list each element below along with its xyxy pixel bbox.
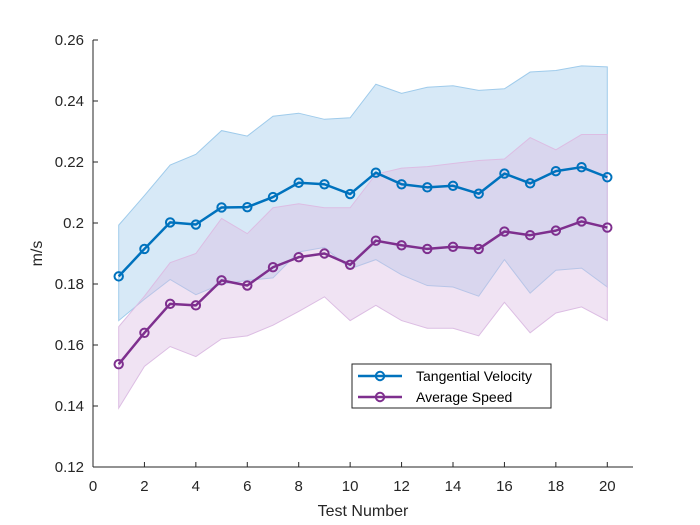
- point-series-2: [370, 235, 382, 246]
- x-tick-label: 20: [599, 478, 616, 495]
- point-series-2: [113, 359, 124, 370]
- y-tick-label: 0.14: [55, 398, 84, 415]
- x-tick-label: 6: [243, 478, 251, 495]
- x-axis-title: Test Number: [318, 503, 409, 520]
- point-series-2: [242, 280, 253, 291]
- point-series-2: [190, 300, 202, 311]
- point-series-1: [319, 179, 330, 190]
- point-series-2: [602, 222, 613, 233]
- point-series-1: [113, 271, 124, 282]
- y-tick-label: 0.26: [55, 32, 84, 49]
- point-series-1: [576, 161, 587, 173]
- y-tick-label: 0.16: [55, 337, 84, 354]
- point-series-1: [602, 172, 613, 183]
- point-series-1: [267, 191, 279, 203]
- legend-marker-series-2: [374, 391, 386, 403]
- point-series-2: [550, 225, 562, 236]
- legend-box: [351, 363, 552, 409]
- axes: 0 2 4 6 8 10 12 14 16 18 20 0.12 0.14 0.16 0.18 0.2 0.22…: [55, 32, 633, 495]
- y-tick-label: 0.22: [55, 154, 84, 171]
- point-series-2: [422, 243, 433, 255]
- x-tick-label: 8: [295, 478, 303, 495]
- confidence-bands: [118, 65, 608, 410]
- point-series-1: [139, 243, 150, 255]
- legend-marker-series-1: [374, 370, 386, 382]
- point-series-2: [267, 262, 279, 273]
- point-series-2: [344, 259, 356, 270]
- y-tick-label: 0.18: [55, 276, 84, 293]
- y-tick-label: 0.12: [55, 459, 84, 476]
- point-series-1: [396, 179, 407, 190]
- band-series-2: [118, 134, 608, 410]
- y-tick-label: 0.24: [55, 93, 84, 110]
- point-series-1: [164, 217, 176, 228]
- x-tick-label: 12: [393, 478, 410, 495]
- point-series-2: [216, 275, 227, 286]
- point-series-1: [370, 167, 382, 178]
- point-series-1: [447, 180, 459, 191]
- point-series-2: [524, 230, 536, 241]
- x-tick-label: 14: [445, 478, 462, 495]
- point-series-1: [242, 201, 253, 213]
- point-series-2: [499, 226, 510, 237]
- point-series-1: [293, 177, 304, 188]
- legend-label-series-2: Average Speed: [416, 389, 512, 405]
- y-tick-label: 0.2: [63, 215, 84, 232]
- point-series-2: [139, 327, 150, 338]
- y-axis-title: m/s: [29, 241, 46, 267]
- point-series-2: [293, 251, 304, 263]
- point-series-1: [216, 202, 227, 213]
- point-series-1: [190, 219, 202, 230]
- x-tick-label: 16: [496, 478, 513, 495]
- legend-label-series-1: Tangential Velocity: [416, 368, 532, 384]
- x-tick-label: 4: [192, 478, 200, 495]
- point-series-1: [422, 182, 433, 193]
- point-series-2: [447, 241, 459, 252]
- x-tick-label: 18: [548, 478, 565, 495]
- point-series-1: [524, 178, 536, 189]
- x-tick-label: 10: [342, 478, 359, 495]
- point-series-2: [319, 248, 330, 259]
- x-tick-label: 2: [140, 478, 148, 495]
- point-series-1: [344, 188, 356, 200]
- series-markers: [113, 161, 613, 370]
- point-series-1: [499, 168, 510, 179]
- x-tick-label: 0: [89, 478, 97, 495]
- point-series-2: [396, 240, 407, 251]
- point-series-1: [473, 188, 484, 199]
- point-series-2: [473, 243, 484, 255]
- point-series-1: [550, 165, 562, 177]
- point-series-2: [164, 298, 176, 310]
- legend: Tangential Velocity Average Speed: [351, 363, 552, 409]
- point-series-2: [576, 216, 587, 227]
